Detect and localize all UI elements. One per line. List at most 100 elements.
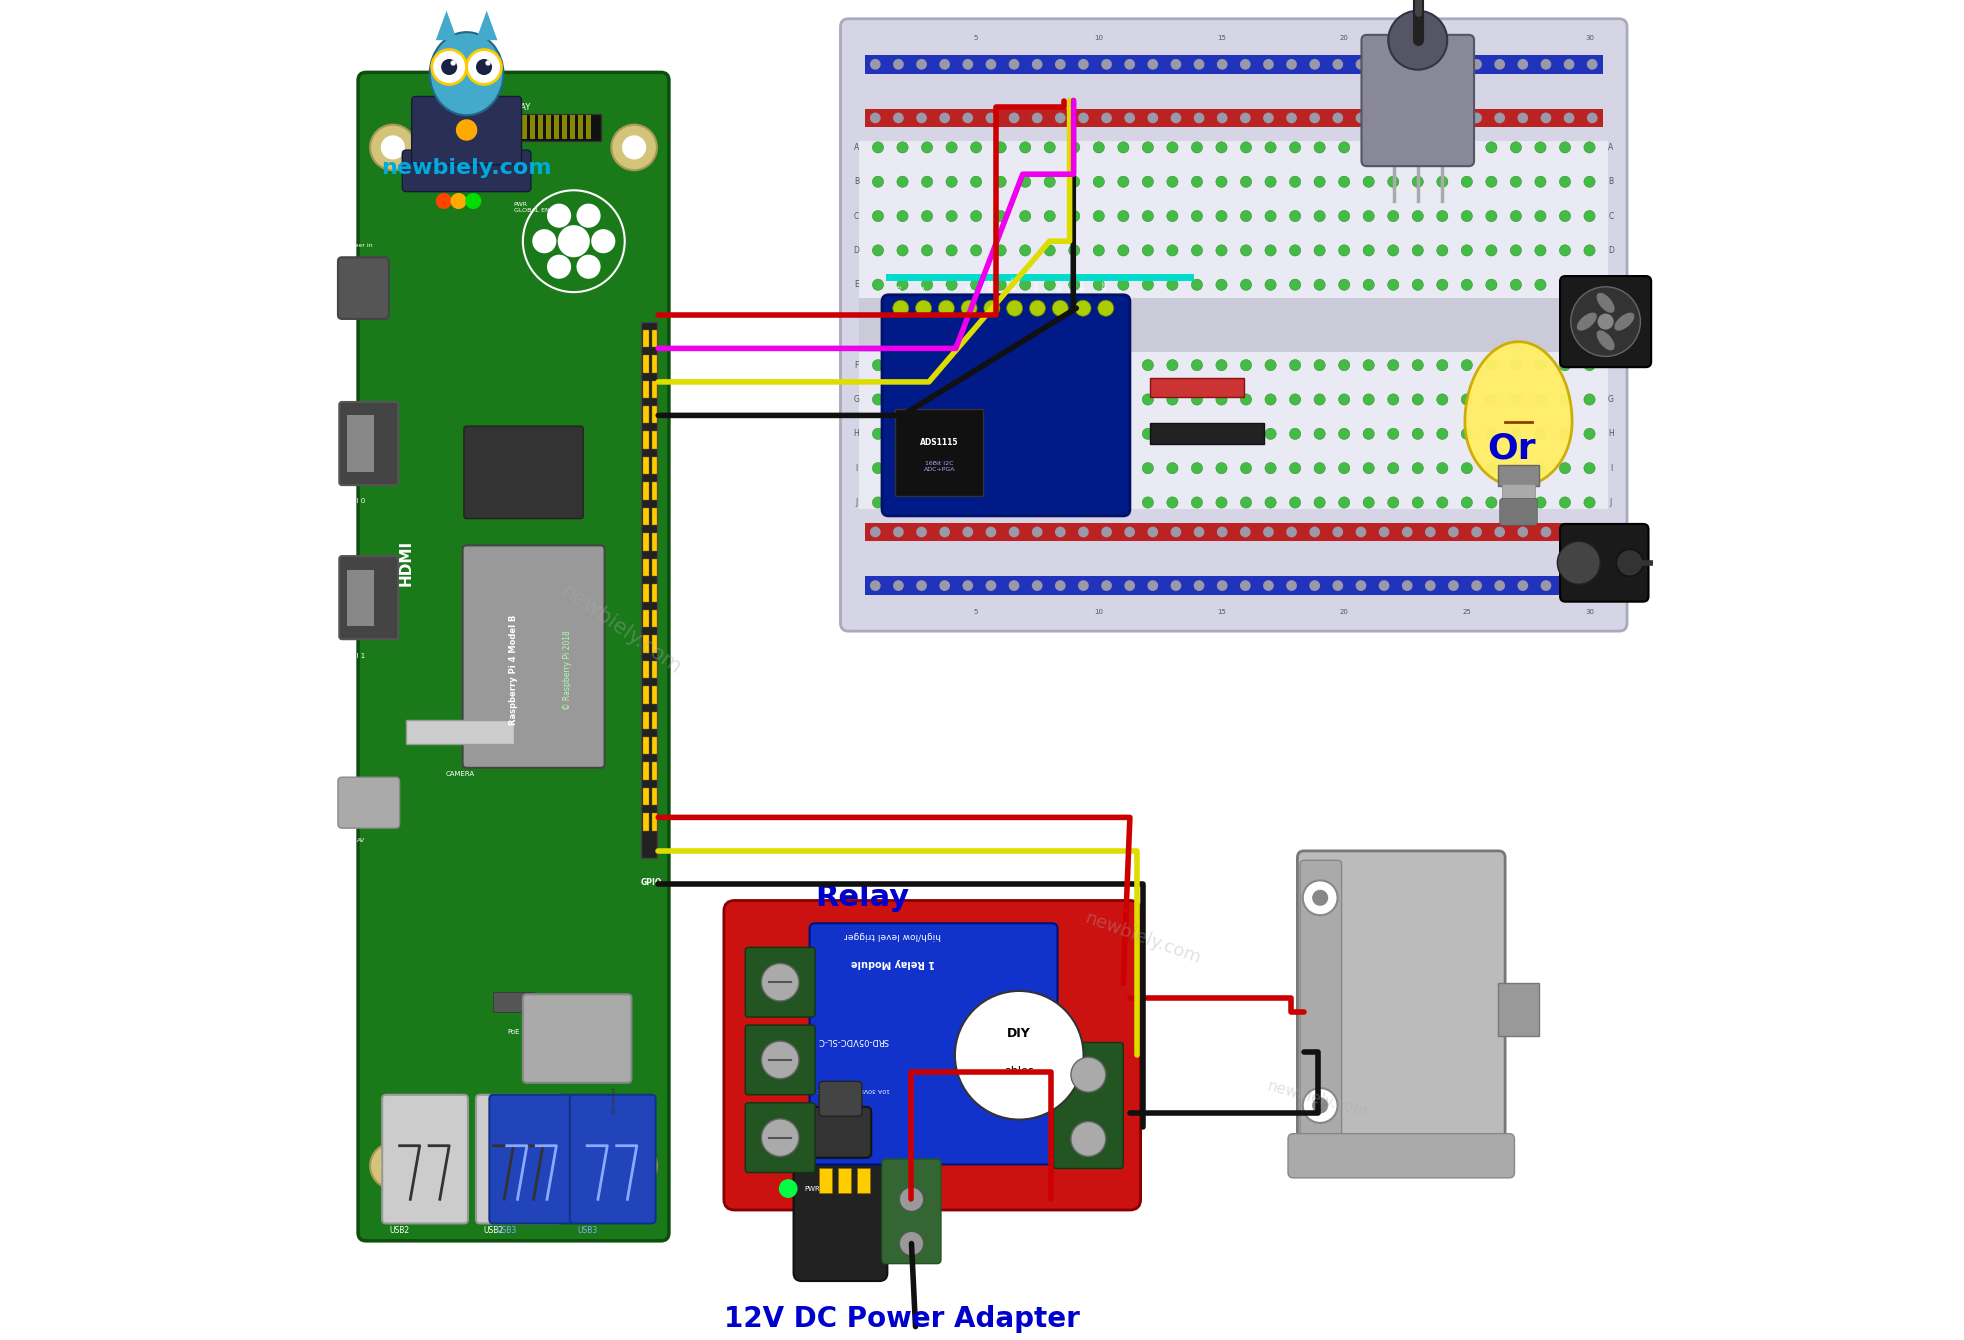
Circle shape [994, 497, 1006, 508]
Circle shape [1569, 287, 1640, 356]
Bar [348, 570, 373, 626]
Polygon shape [475, 11, 497, 40]
Circle shape [896, 142, 907, 153]
Circle shape [945, 176, 956, 188]
Circle shape [962, 527, 972, 537]
Circle shape [1314, 359, 1324, 371]
Circle shape [1308, 113, 1320, 123]
Circle shape [760, 1119, 799, 1156]
Circle shape [1171, 59, 1180, 70]
Circle shape [1510, 176, 1520, 188]
FancyBboxPatch shape [744, 1025, 815, 1095]
Bar [473, 115, 479, 139]
FancyBboxPatch shape [462, 545, 605, 768]
Circle shape [1412, 245, 1422, 256]
Circle shape [896, 210, 907, 221]
Bar [652, 431, 656, 449]
Circle shape [760, 963, 799, 1001]
Circle shape [1485, 176, 1497, 188]
Circle shape [1314, 142, 1324, 153]
Circle shape [1100, 59, 1112, 70]
Circle shape [1563, 59, 1573, 70]
Circle shape [915, 113, 927, 123]
Circle shape [1534, 245, 1546, 256]
Text: newbiely.com: newbiely.com [1082, 909, 1204, 967]
Circle shape [1141, 429, 1153, 440]
Circle shape [994, 429, 1006, 440]
Circle shape [1302, 880, 1337, 915]
Circle shape [1265, 497, 1275, 508]
Circle shape [1510, 497, 1520, 508]
Circle shape [1031, 113, 1043, 123]
Text: B: B [1609, 177, 1612, 186]
FancyBboxPatch shape [381, 1095, 467, 1223]
Circle shape [1068, 429, 1080, 440]
Bar [642, 508, 648, 525]
Bar [864, 576, 1603, 595]
Circle shape [1092, 245, 1104, 256]
Circle shape [1031, 580, 1043, 591]
Circle shape [1055, 580, 1064, 591]
Circle shape [1008, 59, 1019, 70]
FancyBboxPatch shape [338, 777, 399, 828]
Circle shape [1190, 394, 1202, 405]
Circle shape [1141, 462, 1153, 474]
Circle shape [1288, 142, 1300, 153]
Text: 10: 10 [1094, 610, 1102, 615]
Circle shape [1314, 279, 1324, 291]
Circle shape [1510, 210, 1520, 221]
Circle shape [1043, 279, 1055, 291]
FancyBboxPatch shape [357, 72, 668, 1241]
Text: F: F [854, 360, 858, 370]
Text: DIY: DIY [1008, 1028, 1031, 1040]
Circle shape [921, 359, 933, 371]
Circle shape [1100, 527, 1112, 537]
Ellipse shape [430, 32, 503, 115]
Bar [642, 355, 648, 373]
Circle shape [1363, 245, 1373, 256]
Circle shape [1216, 527, 1228, 537]
Circle shape [1436, 279, 1447, 291]
FancyBboxPatch shape [882, 295, 1129, 516]
Text: PWR: PWR [803, 1186, 819, 1191]
FancyBboxPatch shape [793, 1144, 888, 1281]
Circle shape [558, 225, 589, 257]
Circle shape [939, 527, 949, 537]
Circle shape [1123, 59, 1135, 70]
Circle shape [1379, 580, 1389, 591]
Bar [652, 330, 656, 347]
Circle shape [1387, 429, 1398, 440]
Circle shape [1534, 462, 1546, 474]
Circle shape [1288, 176, 1300, 188]
Circle shape [1363, 176, 1373, 188]
Text: AV: AV [357, 838, 365, 843]
Circle shape [986, 527, 996, 537]
Circle shape [1436, 429, 1447, 440]
Circle shape [1190, 142, 1202, 153]
Circle shape [1239, 113, 1249, 123]
Circle shape [1559, 142, 1569, 153]
Circle shape [1019, 245, 1031, 256]
Text: VDD: VDD [1102, 279, 1108, 291]
Circle shape [1461, 176, 1471, 188]
Text: DISPLAY: DISPLAY [497, 103, 530, 111]
Text: H: H [852, 429, 858, 438]
Circle shape [1118, 359, 1129, 371]
Circle shape [1192, 113, 1204, 123]
Bar [652, 686, 656, 704]
Text: I: I [1609, 464, 1610, 473]
Circle shape [945, 497, 956, 508]
Text: D: D [852, 247, 858, 255]
Circle shape [1216, 359, 1226, 371]
Circle shape [1286, 113, 1296, 123]
Circle shape [1216, 176, 1226, 188]
Circle shape [870, 527, 880, 537]
Circle shape [1100, 580, 1112, 591]
Circle shape [915, 527, 927, 537]
Bar [642, 813, 648, 831]
Bar [652, 712, 656, 729]
Circle shape [1043, 245, 1055, 256]
Circle shape [1078, 527, 1088, 537]
Bar [520, 115, 526, 139]
Text: G: G [852, 395, 858, 403]
